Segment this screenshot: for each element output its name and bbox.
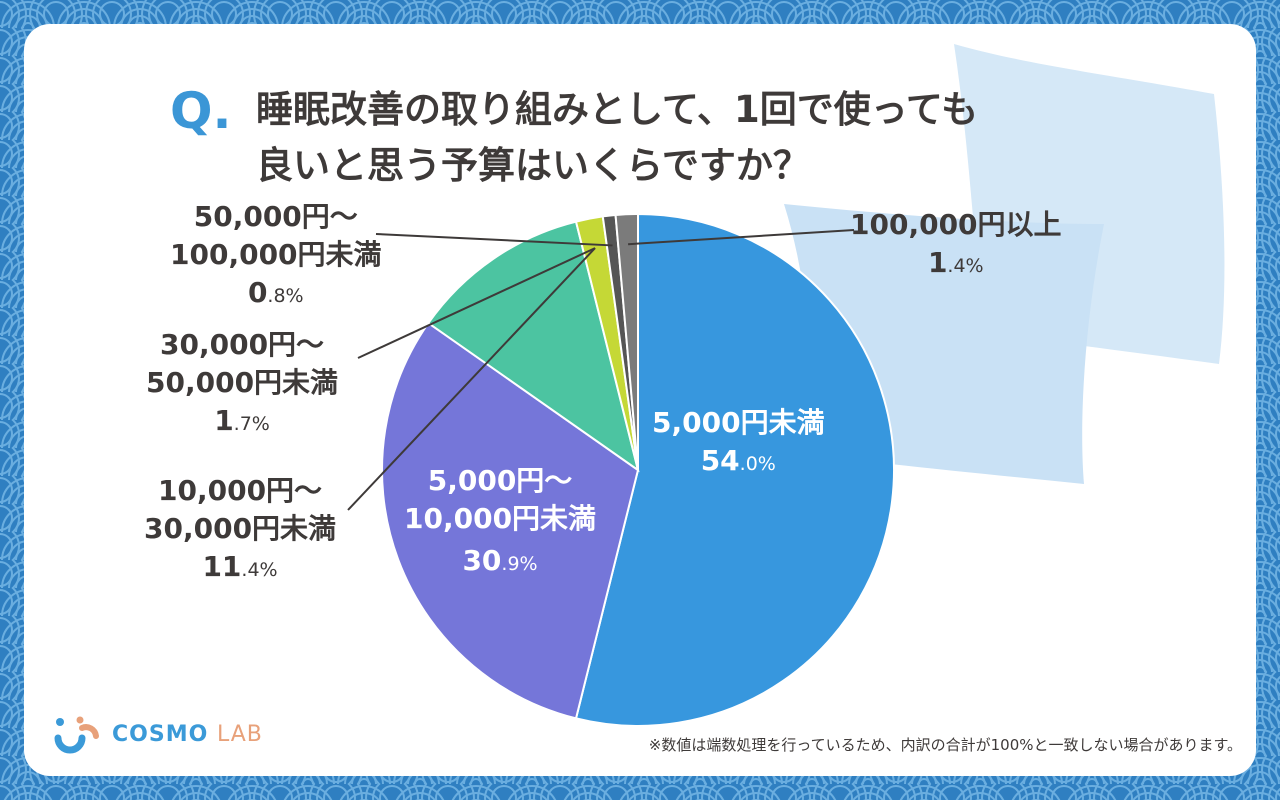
slice-label-line: 50,000円未満	[146, 366, 339, 399]
leader-line-4	[375, 233, 613, 247]
slice-value-decimal: .0%	[739, 453, 776, 475]
slice-label-line: 10,000円〜	[158, 474, 323, 507]
slice-label-line: 30,000円未満	[144, 512, 337, 545]
pie-chart	[347, 212, 895, 727]
logo-cosmo: COSMO	[112, 721, 209, 747]
slice-label-30000-50000: 30,000円〜 50,000円未満 1.7%	[146, 326, 338, 443]
question-mark-label: Q.	[170, 82, 232, 140]
slice-label-line: 50,000円〜	[193, 200, 358, 233]
leader-lines	[347, 229, 855, 511]
pie-slices	[381, 212, 895, 727]
leader-line-5	[628, 229, 855, 246]
title-line-2: 良いと思う予算はいくらですか？	[256, 144, 810, 187]
pie-slice-5	[614, 212, 639, 471]
slice-label-line: 5,000円〜	[427, 464, 573, 497]
logo-wordmark: COSMO LAB	[112, 722, 263, 747]
pie-slice-0	[574, 212, 895, 727]
slice-value-main: 1	[214, 404, 234, 437]
page-title: 睡眠改善の取り組みとして、1回で使っても 良いと思う予算はいくらですか？	[256, 82, 1156, 194]
slice-label-50000-100000: 50,000円〜 100,000円未満 0.8%	[170, 198, 382, 315]
slice-label-line: 5,000円未満	[652, 406, 825, 439]
slice-label-line: 100,000円以上	[850, 208, 1062, 241]
slice-value-decimal: .7%	[233, 413, 270, 435]
slice-value-decimal: .4%	[947, 255, 984, 277]
leader-line-3	[347, 247, 596, 511]
slice-value-decimal: .4%	[241, 559, 278, 581]
leader-line-3	[357, 247, 596, 359]
slice-label-under-5000: 5,000円未満 54.0%	[652, 404, 825, 483]
slice-label-line: 30,000円〜	[160, 328, 325, 361]
footnote: ※数値は端数処理を行っているため、内訳の合計が100%と一致しない場合があります…	[648, 736, 1242, 754]
pie-slice-2	[426, 220, 640, 473]
slice-value-decimal: .8%	[267, 285, 304, 307]
pie-slice-1	[381, 321, 640, 720]
logo-lab: LAB	[216, 721, 263, 747]
slice-value-main: 1	[927, 246, 948, 279]
slice-value-main: 30	[462, 544, 502, 577]
slice-label-5000-10000: 5,000円〜 10,000円未満 30.9%	[404, 462, 596, 583]
slice-label-line: 100,000円未満	[170, 238, 382, 271]
title-line-1: 睡眠改善の取り組みとして、1回で使っても	[256, 88, 979, 131]
slice-label-10000-30000: 10,000円〜 30,000円未満 11.4%	[144, 472, 336, 589]
cosmo-lab-logo: COSMO LAB	[50, 714, 263, 754]
slice-label-over-100000: 100,000円以上 1.4%	[850, 206, 1062, 285]
slice-value-decimal: .9%	[501, 553, 538, 575]
slice-value-main: 54	[700, 444, 740, 477]
chart-card: Q. 睡眠改善の取り組みとして、1回で使っても 良いと思う予算はいくらですか？ …	[24, 24, 1256, 776]
logo-mark-icon	[54, 716, 99, 754]
slice-label-line: 10,000円未満	[404, 502, 597, 535]
slice-value-main: 11	[202, 550, 242, 583]
slice-value-main: 0	[247, 276, 268, 309]
